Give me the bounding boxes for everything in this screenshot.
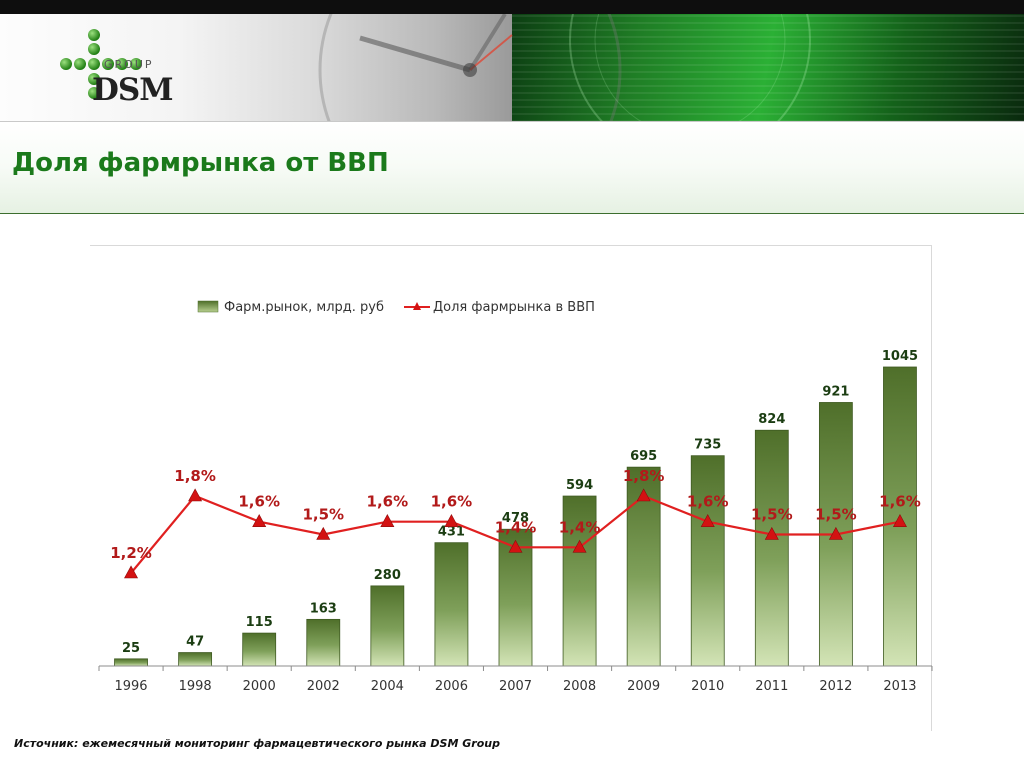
line-value-label: 1,4% — [559, 518, 601, 536]
logo-dsm-text: DSM — [92, 72, 174, 108]
banner-top-bar — [0, 0, 1024, 14]
bar-value-label: 163 — [310, 601, 337, 616]
bar-value-label: 921 — [822, 384, 849, 399]
line-marker — [188, 488, 203, 502]
line-marker — [700, 514, 715, 527]
line-value-label: 1,5% — [751, 506, 793, 524]
legend-label-bars: Фарм.рынок, млрд. руб — [224, 300, 384, 315]
bar — [242, 632, 277, 667]
line-value-label: 1,6% — [238, 493, 280, 511]
bar — [306, 618, 341, 667]
line-value-label: 1,8% — [174, 467, 216, 485]
bar-value-label: 25 — [122, 641, 140, 656]
bar-value-label: 280 — [374, 568, 401, 583]
chart-frame — [90, 245, 932, 731]
line-value-label: 1,5% — [815, 506, 857, 524]
x-tick-label: 2000 — [243, 679, 276, 694]
bar — [562, 495, 597, 667]
banner-green-image — [512, 0, 1024, 122]
x-tick-label: 2006 — [435, 679, 468, 694]
bar-value-label: 695 — [630, 449, 657, 464]
x-tick-label: 2010 — [691, 679, 724, 694]
line-value-label: 1,2% — [110, 544, 152, 562]
bar-series: 25 47 115 163 280 431 478 594 695 735 824 921 1045 — [114, 349, 918, 667]
line-value-label: 1,8% — [623, 467, 665, 485]
x-tick-label: 1998 — [179, 679, 212, 694]
banner-clock-image — [0, 0, 512, 122]
title-band — [0, 122, 1024, 214]
bar-value-label: 115 — [246, 615, 273, 630]
banner-clock-decor — [318, 0, 811, 122]
line-marker — [124, 565, 139, 579]
legend-swatch-bars — [197, 300, 219, 313]
line-marker — [572, 539, 587, 553]
x-tick-label: 2007 — [499, 679, 532, 694]
x-tick-label: 2002 — [307, 679, 340, 694]
line-value-label: 1,5% — [302, 506, 344, 524]
bar-value-label: 478 — [502, 511, 529, 526]
line-marker — [764, 526, 779, 540]
x-tick-label: 2009 — [627, 679, 660, 694]
bar-value-label: 824 — [758, 412, 785, 427]
line-value-label: 1,6% — [879, 493, 921, 511]
logo-group-text: GROUP — [104, 58, 154, 71]
x-axis: 1996 1998 2000 2002 2004 2006 2007 2008 2009 2010… — [98, 665, 933, 694]
bar-value-label: 1045 — [882, 349, 918, 364]
line-marker — [828, 526, 843, 540]
line-marker — [380, 514, 395, 527]
bar-value-label: 735 — [694, 438, 721, 453]
line-marker — [316, 526, 331, 540]
logo-cross-icon — [60, 29, 142, 99]
line-marker — [444, 514, 459, 527]
bar-value-label: 431 — [438, 525, 465, 540]
chart-legend: Фарм.рынок, млрд. руб Доля фармрынка в ВВ… — [197, 300, 595, 315]
x-tick-label: 2004 — [371, 679, 404, 694]
line-marker — [892, 514, 907, 527]
bar — [690, 455, 725, 667]
line-series: 1,2% 1,8% 1,6% 1,5% 1,6% 1,6% 1,4% 1,4% 1,8% 1,6%… — [110, 467, 921, 579]
line-value-label: 1,4% — [495, 518, 537, 536]
bar — [114, 658, 148, 667]
x-tick-label: 2008 — [563, 679, 596, 694]
line-marker — [252, 514, 267, 527]
bar-value-label: 47 — [186, 635, 204, 650]
legend-label-line: Доля фармрынка в ВВП — [433, 300, 595, 315]
header-banner — [0, 0, 1024, 122]
line-value-label: 1,6% — [687, 493, 729, 511]
bar — [434, 542, 469, 667]
bar — [754, 429, 789, 667]
line-value-label: 1,6% — [367, 493, 409, 511]
x-tick-label: 2011 — [755, 679, 788, 694]
x-tick-label: 2013 — [883, 679, 916, 694]
x-tick-label: 1996 — [114, 679, 147, 694]
bar-value-label: 594 — [566, 478, 593, 493]
line-marker — [508, 539, 523, 553]
bar — [370, 585, 405, 667]
legend-marker-icon — [413, 302, 421, 310]
source-note: Источник: ежемесячный мониторинг фармаце… — [14, 737, 500, 750]
page-title: Доля фармрынка от ВВП — [12, 148, 389, 178]
line-value-label: 1,6% — [431, 493, 473, 511]
banner-stripes — [512, 0, 1024, 122]
x-tick-label: 2012 — [819, 679, 852, 694]
line-marker — [636, 488, 651, 502]
banner-divider — [0, 121, 1024, 122]
bar — [178, 652, 213, 667]
